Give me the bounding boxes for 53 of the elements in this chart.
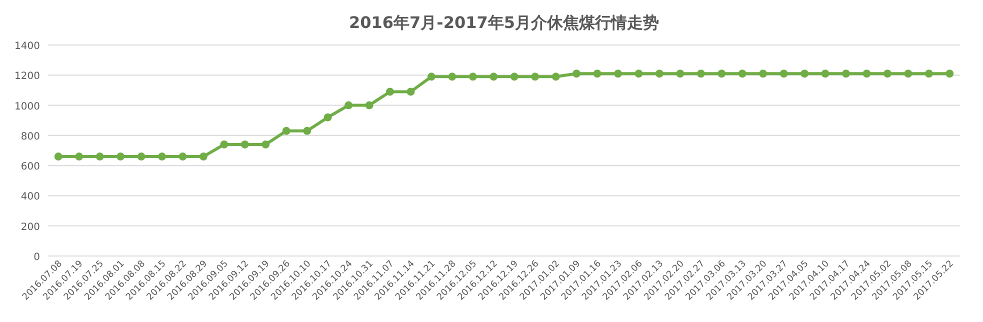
point [924, 70, 933, 78]
y-tick-label: 1200 [14, 71, 40, 82]
point [696, 70, 705, 78]
point [572, 70, 581, 78]
point [531, 72, 540, 81]
point [324, 113, 332, 122]
point [96, 152, 104, 161]
y-tick-label: 0 [34, 252, 40, 263]
point [821, 70, 830, 78]
point [54, 152, 62, 161]
point [759, 70, 768, 78]
point [386, 88, 394, 96]
point [655, 70, 664, 78]
point [490, 72, 498, 81]
point [448, 72, 456, 81]
point [800, 70, 809, 78]
point [178, 152, 187, 161]
point [220, 140, 228, 148]
point [199, 152, 208, 161]
point [240, 140, 249, 148]
point [365, 101, 374, 110]
point [510, 72, 518, 81]
y-tick-label: 400 [20, 192, 40, 203]
point [614, 70, 622, 78]
point [593, 70, 602, 78]
point [718, 70, 726, 78]
point [75, 152, 84, 161]
point [116, 152, 125, 161]
point [676, 70, 684, 78]
point [282, 126, 290, 135]
point [842, 70, 850, 78]
point [904, 70, 912, 78]
y-tick-label: 600 [20, 162, 40, 173]
y-tick-label: 200 [20, 222, 40, 233]
y-tick-label: 1000 [14, 101, 40, 112]
chart-title: 2016年7月-2017年5月介休焦煤行情走势 [349, 13, 659, 32]
point [862, 70, 871, 78]
point [468, 72, 477, 81]
y-tick-label: 800 [20, 131, 40, 142]
point [262, 140, 270, 148]
point [634, 70, 643, 78]
point [158, 152, 166, 161]
point [883, 70, 892, 78]
point [738, 70, 746, 78]
point [946, 70, 954, 78]
point [552, 72, 560, 81]
point [780, 70, 788, 78]
point [303, 126, 312, 135]
y-tick-label: 1400 [14, 41, 40, 52]
point [406, 88, 415, 96]
point [427, 72, 436, 81]
point [137, 152, 146, 161]
point [344, 101, 353, 110]
